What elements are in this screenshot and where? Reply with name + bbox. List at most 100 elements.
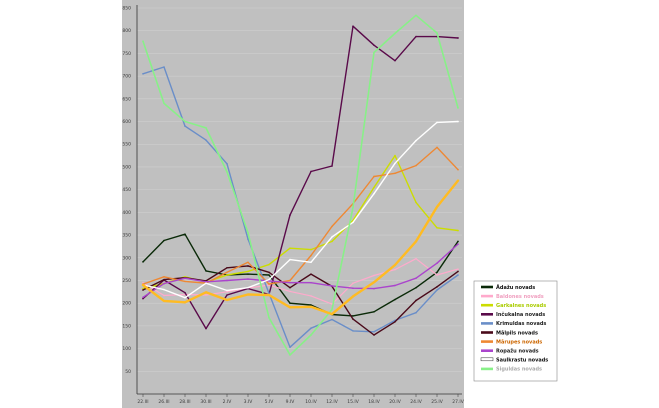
data-point <box>373 51 375 54</box>
data-point <box>142 296 144 299</box>
data-point <box>436 286 438 288</box>
data-point <box>163 288 165 291</box>
data-point <box>247 261 249 264</box>
data-point <box>163 300 165 302</box>
data-point <box>268 292 270 294</box>
data-point <box>142 40 144 42</box>
data-point <box>247 273 249 275</box>
data-point <box>436 289 438 291</box>
data-point <box>289 354 291 356</box>
data-point <box>457 270 459 273</box>
data-point <box>457 37 459 39</box>
data-point <box>310 281 312 284</box>
data-point <box>289 346 291 349</box>
data-point <box>436 226 438 229</box>
data-point <box>415 257 417 260</box>
data-point <box>457 179 459 182</box>
data-point <box>352 25 354 27</box>
data-point <box>142 281 144 284</box>
data-point <box>310 327 312 329</box>
data-point <box>163 66 165 68</box>
data-point <box>415 139 417 142</box>
data-point <box>415 311 417 314</box>
data-point <box>163 276 165 278</box>
series-line-6 <box>142 146 459 285</box>
data-point <box>142 73 144 75</box>
x-tick-label: 26.III <box>158 399 169 405</box>
data-point <box>310 295 312 297</box>
data-point <box>226 171 228 173</box>
x-tick-label: 27.IV <box>452 399 464 405</box>
data-point <box>142 261 144 263</box>
data-point <box>289 286 291 289</box>
data-point <box>373 334 375 336</box>
series-lines <box>141 14 460 356</box>
data-point <box>373 281 375 284</box>
data-point <box>436 271 438 274</box>
data-point <box>226 279 228 282</box>
data-point <box>163 294 165 297</box>
y-tick-label: 300 <box>122 255 131 261</box>
data-point <box>394 284 396 287</box>
legend-label: Siguldas novads <box>496 367 542 373</box>
data-point <box>289 214 291 216</box>
data-point <box>289 306 291 309</box>
data-point <box>436 274 438 276</box>
data-point <box>373 330 375 333</box>
series-line-1 <box>142 258 459 305</box>
data-point <box>226 274 228 276</box>
data-point <box>142 297 144 300</box>
data-point <box>331 285 333 287</box>
data-point <box>247 270 249 273</box>
legend-box <box>473 280 558 382</box>
data-point <box>184 125 186 127</box>
data-point <box>331 236 333 238</box>
data-point <box>289 290 291 293</box>
x-tick-label: 25.IV <box>431 399 443 405</box>
data-point <box>268 278 270 281</box>
data-point <box>373 192 375 195</box>
data-point <box>289 302 291 304</box>
data-point <box>163 102 165 105</box>
x-tick-label: 12.IV <box>326 399 338 405</box>
data-point <box>310 273 312 275</box>
data-point <box>184 291 186 294</box>
y-tick-label: 50 <box>125 369 131 375</box>
data-point <box>226 289 228 292</box>
data-point <box>394 264 396 266</box>
data-point <box>394 172 396 175</box>
data-point <box>184 296 186 299</box>
data-point <box>184 233 186 235</box>
data-point <box>163 239 165 242</box>
data-point <box>289 247 291 250</box>
data-point <box>205 270 207 272</box>
data-point <box>205 327 207 330</box>
data-point <box>457 240 459 243</box>
data-point <box>310 254 312 257</box>
x-tick-label: 3.IV <box>244 399 254 405</box>
data-point <box>289 279 291 282</box>
series-line-8 <box>142 120 459 299</box>
y-tick-label: 500 <box>122 164 131 170</box>
data-point <box>331 318 333 321</box>
data-point <box>247 265 249 267</box>
data-point <box>394 320 396 323</box>
data-point <box>163 282 165 285</box>
data-point <box>310 306 312 308</box>
data-point <box>373 175 375 178</box>
legend-label: Ropažu novads <box>496 348 539 355</box>
data-point <box>457 107 459 109</box>
data-point <box>457 268 459 270</box>
data-point <box>415 286 417 289</box>
data-point <box>247 286 249 289</box>
data-point <box>415 35 417 38</box>
data-point <box>268 283 270 285</box>
data-point <box>352 282 354 284</box>
data-point <box>205 291 207 294</box>
data-point <box>310 261 312 264</box>
x-tick-label: 2.IV <box>223 399 233 405</box>
data-point <box>310 170 312 173</box>
data-point <box>247 238 249 240</box>
data-point <box>289 258 291 261</box>
